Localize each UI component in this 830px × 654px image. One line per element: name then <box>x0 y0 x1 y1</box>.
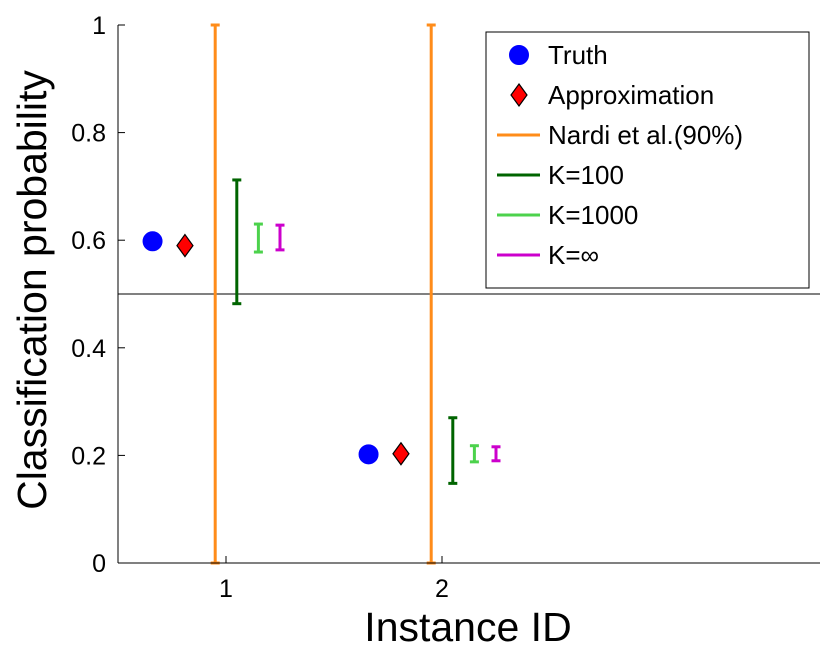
legend-label-k-100: K=100 <box>548 160 624 190</box>
series-approximation <box>176 233 410 466</box>
y-tick-label: 1 <box>92 12 106 40</box>
k-inf-interval <box>275 223 285 252</box>
series-k-100 <box>232 178 458 485</box>
legend-swatch-truth <box>509 45 529 65</box>
y-tick-label: 0 <box>92 550 106 578</box>
legend-label-k-1000: K=1000 <box>548 200 638 230</box>
legend-label-k-inf: K=∞ <box>548 240 599 270</box>
y-tick-label: 0.2 <box>71 442 106 470</box>
legend-swatch-approximation <box>510 82 528 108</box>
y-axis-title: Classification probability <box>9 70 55 510</box>
legend-item-k-100: K=100 <box>497 160 624 190</box>
approximation-point <box>392 441 410 466</box>
legend-item-truth: Truth <box>509 40 608 70</box>
k-100-interval <box>448 416 458 485</box>
legend-item-k-1000: K=1000 <box>497 200 638 230</box>
legend-label-approximation: Approximation <box>548 80 714 110</box>
truth-point <box>358 444 379 465</box>
x-tick-label: 2 <box>435 575 449 603</box>
x-axis-title: Instance ID <box>364 604 571 650</box>
data-layer <box>142 23 501 565</box>
k-100-interval <box>232 178 242 306</box>
k-1000-interval <box>253 222 263 254</box>
k-inf-interval <box>491 445 501 463</box>
y-tick-label: 0.8 <box>71 120 106 148</box>
legend-item-nardi-et-al-90: Nardi et al.(90%) <box>497 120 743 150</box>
x-tick-label: 1 <box>219 575 233 603</box>
y-tick-label: 0.4 <box>71 335 106 363</box>
y-tick-label: 0.6 <box>71 227 106 255</box>
approximation-point <box>176 233 194 258</box>
k-1000-interval <box>469 444 479 464</box>
legend: Truth Approximation Nardi et al.(90%) K=100… <box>485 31 810 289</box>
legend-item-approximation: Approximation <box>510 80 714 110</box>
legend-label-nardi-et-al-90: Nardi et al.(90%) <box>548 120 743 150</box>
truth-point <box>142 231 163 252</box>
legend-item-k-inf: K=∞ <box>497 240 599 270</box>
legend-box <box>485 31 810 289</box>
legend-label-truth: Truth <box>548 40 608 70</box>
series-k-inf <box>275 223 501 463</box>
series-k-1000 <box>253 222 479 464</box>
series-truth <box>142 231 379 465</box>
